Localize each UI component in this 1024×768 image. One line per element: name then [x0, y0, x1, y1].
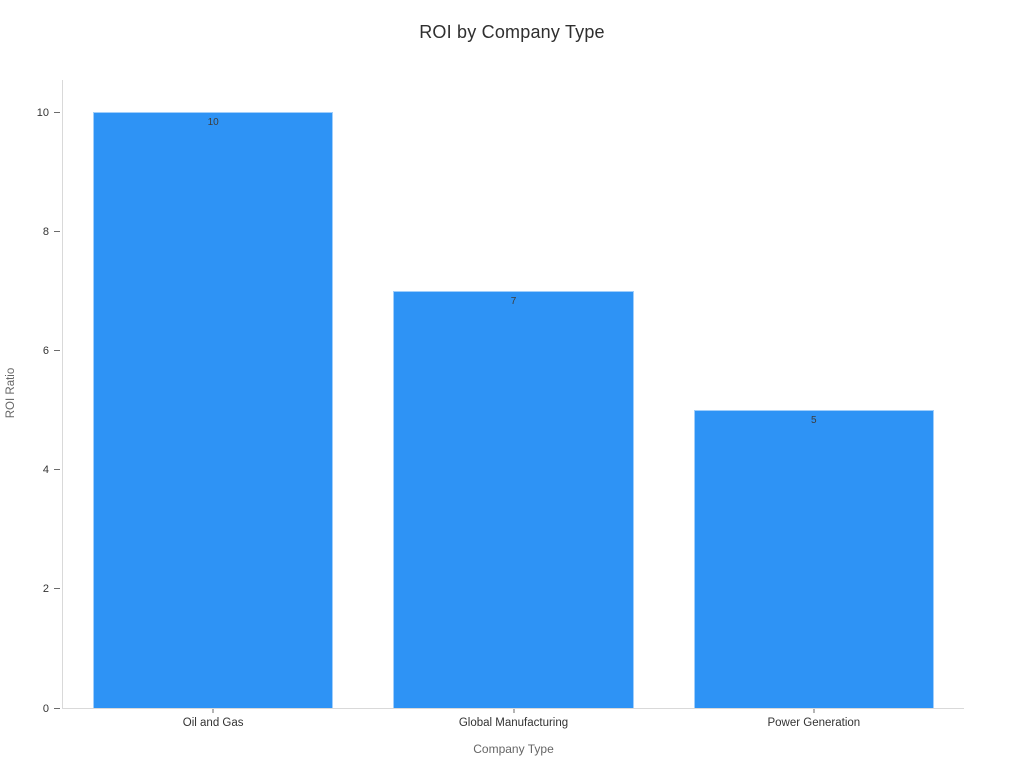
y-tick-mark [54, 350, 60, 352]
y-tick-mark [54, 588, 60, 590]
x-axis-title: Company Type [473, 742, 554, 756]
y-tick-label: 10 [36, 106, 49, 119]
bar-value-label: 5 [811, 415, 817, 427]
x-tick-mark [513, 709, 514, 713]
y-axis-title: ROI Ratio [5, 367, 17, 419]
bar-value-label: 10 [207, 117, 219, 129]
bar-power-generation: 5 [693, 410, 934, 708]
y-tick-label: 8 [42, 225, 49, 238]
x-tick-label: Oil and Gas [182, 717, 244, 729]
x-tick-label: Global Manufacturing [458, 717, 569, 729]
y-tick-label: 4 [42, 464, 49, 477]
y-tick-mark [54, 707, 60, 709]
y-tick-mark [54, 230, 60, 232]
y-tick-label: 2 [42, 583, 49, 596]
y-tick-mark [54, 111, 60, 113]
chart-title: ROI by Company Type [419, 22, 605, 42]
bar-oil-and-gas: 10 [93, 112, 334, 708]
y-tick-label: 6 [42, 345, 49, 358]
bar-value-label: 7 [510, 295, 517, 307]
y-tick-mark [54, 469, 60, 471]
plot-area: Company Type 0 2 4 6 8 10 10 Oil and Gas 7 Global… [37, 80, 964, 756]
x-tick-label: Power Generation [767, 717, 861, 729]
x-tick-mark [813, 709, 815, 713]
x-tick-mark [212, 709, 214, 713]
y-tick-label: 0 [42, 702, 49, 715]
bar-global-manufacturing: 7 [393, 290, 634, 708]
